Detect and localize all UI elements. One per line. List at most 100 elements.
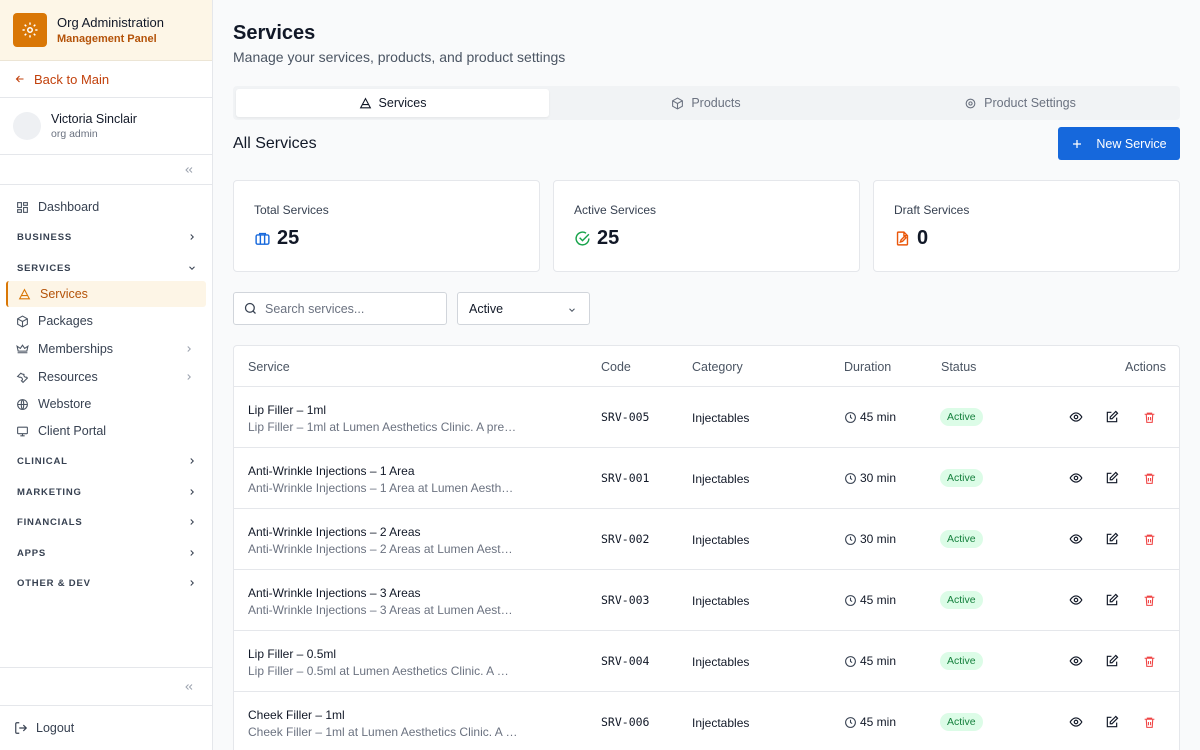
- status-badge: Active: [940, 591, 983, 609]
- service-description: Anti-Wrinkle Injections – 2 Areas at Lum…: [248, 542, 513, 556]
- chevron-right-icon: [187, 346, 191, 352]
- eye-icon: [1069, 412, 1083, 422]
- service-name: Lip Filler – 1ml: [248, 403, 327, 417]
- clock-icon: [845, 594, 856, 606]
- stat-card-active: Active Services 25: [553, 180, 860, 272]
- service-duration: 45 min: [844, 715, 896, 729]
- logout-button[interactable]: Logout: [0, 705, 212, 750]
- service-description: Anti-Wrinkle Injections – 1 Area at Lume…: [248, 481, 514, 495]
- stat-card-total: Total Services 25: [233, 180, 540, 272]
- service-duration: 45 min: [844, 410, 896, 424]
- status-filter-select[interactable]: Active: [457, 292, 590, 325]
- chevron-right-icon: [190, 489, 194, 495]
- service-duration: 30 min: [844, 532, 896, 546]
- trash-icon: [1144, 595, 1154, 606]
- sidebar-item-services[interactable]: Services: [6, 281, 206, 307]
- delete-button[interactable]: [1140, 469, 1158, 487]
- table-row[interactable]: Cheek Filler – 1ml Cheek Filler – 1ml at…: [234, 692, 1179, 750]
- sidebar-item-client-portal[interactable]: Client Portal: [6, 418, 206, 444]
- view-button[interactable]: [1067, 652, 1085, 670]
- sidebar-section-financials[interactable]: FINANCIALS: [17, 517, 197, 528]
- table-row[interactable]: Anti-Wrinkle Injections – 1 Area Anti-Wr…: [234, 448, 1179, 509]
- sidebar-item-dashboard[interactable]: Dashboard: [6, 194, 206, 220]
- column-header-actions: Actions: [1125, 360, 1166, 374]
- sidebar-section-clinical[interactable]: CLINICAL: [17, 456, 197, 467]
- sidebar-section-other-dev[interactable]: OTHER & DEV: [17, 578, 197, 589]
- brand-header: Org Administration Management Panel: [0, 0, 212, 61]
- delete-button[interactable]: [1140, 408, 1158, 426]
- user-card: Victoria Sinclair org admin: [0, 98, 212, 155]
- sidebar-section-business[interactable]: BUSINESS: [17, 232, 197, 243]
- section-label: BUSINESS: [17, 232, 72, 243]
- back-to-main-link[interactable]: Back to Main: [0, 61, 212, 98]
- sidebar-item-label: Memberships: [38, 342, 114, 356]
- sidebar-item-label: Client Portal: [38, 424, 107, 438]
- section-label: FINANCIALS: [17, 517, 83, 528]
- edit-button[interactable]: [1103, 408, 1121, 426]
- user-role: org admin: [51, 128, 98, 140]
- table-row[interactable]: Lip Filler – 0.5ml Lip Filler – 0.5ml at…: [234, 631, 1179, 692]
- chevrons-left-icon[interactable]: [183, 681, 195, 693]
- stat-label: Draft Services: [894, 203, 970, 217]
- sidebar-item-label: Services: [40, 287, 88, 301]
- tab-bar: Services Products Product Settings: [233, 86, 1180, 120]
- table-row[interactable]: Lip Filler – 1ml Lip Filler – 1ml at Lum…: [234, 387, 1179, 448]
- sidebar-item-webstore[interactable]: Webstore: [6, 391, 206, 417]
- sidebar-section-marketing[interactable]: MARKETING: [17, 487, 197, 498]
- sidebar-item-resources[interactable]: Resources: [6, 364, 206, 390]
- delete-button[interactable]: [1140, 591, 1158, 609]
- sidebar-section-apps[interactable]: APPS: [17, 548, 197, 559]
- new-service-button[interactable]: New Service: [1058, 127, 1180, 160]
- edit-icon: [1106, 715, 1119, 728]
- service-category: Injectables: [692, 411, 750, 425]
- crown-icon: [16, 343, 29, 353]
- main-content: Services Manage your services, products,…: [213, 0, 1200, 750]
- eye-icon: [1069, 534, 1083, 544]
- tab-services[interactable]: Services: [236, 89, 549, 117]
- sidebar-section-services[interactable]: SERVICES: [17, 263, 197, 274]
- table-row[interactable]: Anti-Wrinkle Injections – 2 Areas Anti-W…: [234, 509, 1179, 570]
- table-row[interactable]: Anti-Wrinkle Injections – 3 Areas Anti-W…: [234, 570, 1179, 631]
- edit-icon: [1106, 410, 1119, 423]
- chevron-down-icon: [189, 266, 195, 270]
- search-icon: [244, 302, 256, 314]
- tab-product-settings[interactable]: Product Settings: [863, 89, 1177, 117]
- sidebar-item-packages[interactable]: Packages: [6, 308, 206, 334]
- service-description: Anti-Wrinkle Injections – 3 Areas at Lum…: [248, 603, 513, 617]
- status-badge: Active: [940, 408, 983, 426]
- edit-button[interactable]: [1103, 713, 1121, 731]
- view-button[interactable]: [1067, 591, 1085, 609]
- stat-value: 0: [917, 227, 929, 249]
- service-category: Injectables: [692, 655, 750, 669]
- status-badge: Active: [940, 469, 983, 487]
- view-button[interactable]: [1067, 408, 1085, 426]
- chevrons-left-icon[interactable]: [183, 164, 195, 176]
- section-label: OTHER & DEV: [17, 578, 91, 589]
- service-category: Injectables: [692, 716, 750, 730]
- view-button[interactable]: [1067, 713, 1085, 731]
- delete-button[interactable]: [1140, 652, 1158, 670]
- clock-icon: [845, 655, 856, 667]
- edit-button[interactable]: [1103, 469, 1121, 487]
- back-label: Back to Main: [34, 71, 110, 87]
- edit-button[interactable]: [1103, 591, 1121, 609]
- sidebar-item-memberships[interactable]: Memberships: [6, 336, 206, 362]
- edit-button[interactable]: [1103, 530, 1121, 548]
- delete-button[interactable]: [1140, 713, 1158, 731]
- tab-products[interactable]: Products: [549, 89, 863, 117]
- edit-button[interactable]: [1103, 652, 1121, 670]
- logout-label: Logout: [36, 721, 75, 735]
- service-code: SRV-006: [601, 715, 650, 729]
- delete-button[interactable]: [1140, 530, 1158, 548]
- search-box: [233, 292, 447, 325]
- cone-icon: [359, 96, 371, 108]
- duration-value: 45 min: [860, 410, 897, 424]
- status-badge: Active: [940, 530, 983, 548]
- view-button[interactable]: [1067, 530, 1085, 548]
- service-description: Cheek Filler – 1ml at Lumen Aesthetics C…: [248, 725, 518, 739]
- search-input[interactable]: [265, 301, 435, 316]
- view-button[interactable]: [1067, 469, 1085, 487]
- column-header-code: Code: [601, 360, 631, 374]
- gear-icon: [13, 13, 47, 47]
- trash-icon: [1144, 412, 1154, 423]
